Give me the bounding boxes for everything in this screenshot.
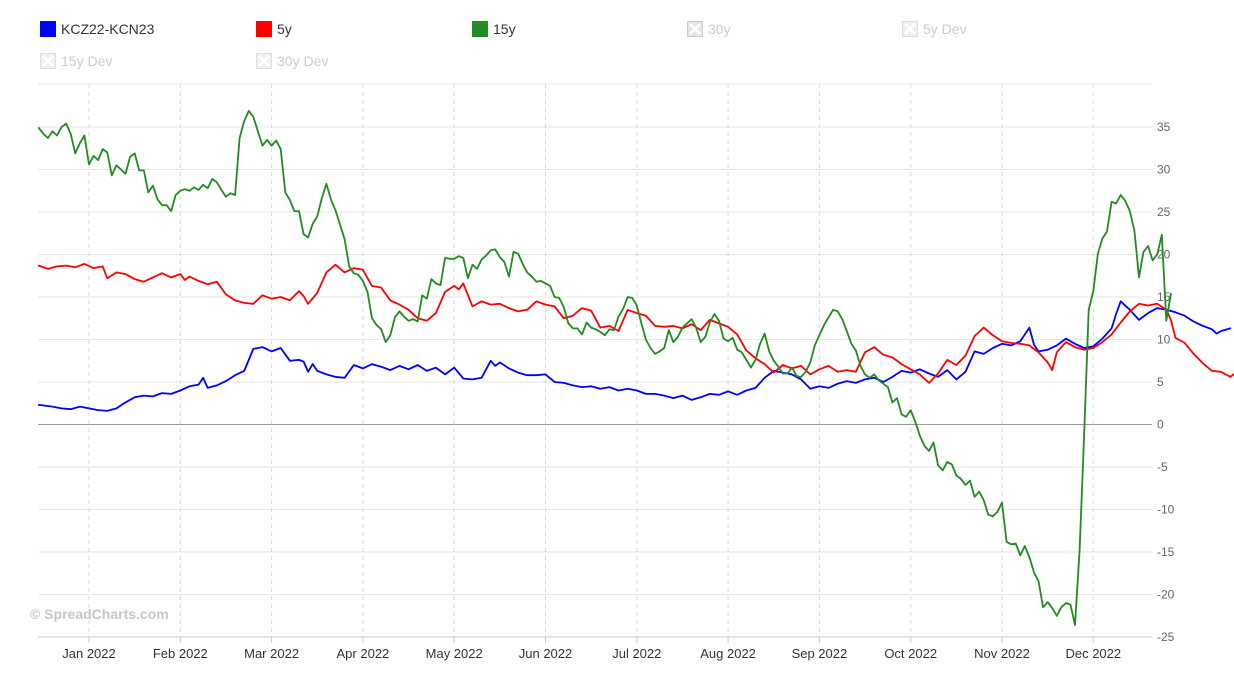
y-tick-label: 25 xyxy=(1157,205,1171,219)
y-tick-label: 15 xyxy=(1157,290,1171,304)
legend-label: KCZ22-KCN23 xyxy=(61,21,155,37)
y-tick-label: 10 xyxy=(1157,333,1171,347)
y-tick-label: 35 xyxy=(1157,120,1171,134)
legend-label: 5y Dev xyxy=(923,21,967,37)
x-tick-label: Nov 2022 xyxy=(974,646,1030,661)
x-tick-label: Jul 2022 xyxy=(612,646,661,661)
legend-swatch-red xyxy=(256,21,272,37)
legend-label: 30y xyxy=(708,21,731,37)
legend-item-30y-dev[interactable]: 30y Dev xyxy=(256,53,328,69)
x-tick-label: Aug 2022 xyxy=(700,646,756,661)
legend-item-5y[interactable]: 5y xyxy=(256,21,292,37)
x-tick-label: Feb 2022 xyxy=(153,646,208,661)
disabled-x-icon xyxy=(40,53,56,69)
series-line-15y xyxy=(37,110,1172,626)
x-tick-label: Apr 2022 xyxy=(337,646,390,661)
x-tick-label: May 2022 xyxy=(426,646,483,661)
legend-item-5y-dev[interactable]: 5y Dev xyxy=(902,21,967,37)
legend-label: 15y xyxy=(493,21,516,37)
x-tick-label: Jun 2022 xyxy=(519,646,573,661)
y-tick-label: -5 xyxy=(1157,460,1168,474)
legend-item-30y[interactable]: 30y xyxy=(687,21,731,37)
legend-item-15y[interactable]: 15y xyxy=(472,21,516,37)
disabled-x-icon xyxy=(902,21,918,37)
y-tick-label: 30 xyxy=(1157,163,1171,177)
legend: KCZ22-KCN23 5y 15y 30y 5y Dev 15y Dev 30… xyxy=(0,0,1234,80)
x-tick-label: Oct 2022 xyxy=(884,646,937,661)
disabled-x-icon xyxy=(256,53,272,69)
y-tick-label: -25 xyxy=(1157,630,1175,644)
x-tick-label: Jan 2022 xyxy=(62,646,116,661)
watermark: © SpreadCharts.com xyxy=(30,606,169,622)
y-tick-label: -20 xyxy=(1157,588,1175,602)
legend-item-kcz22-kcn23[interactable]: KCZ22-KCN23 xyxy=(40,21,154,37)
disabled-x-icon xyxy=(687,21,703,37)
legend-label: 5y xyxy=(277,21,292,37)
legend-item-15y-dev[interactable]: 15y Dev xyxy=(40,53,112,69)
legend-label: 30y Dev xyxy=(277,53,329,69)
y-tick-label: -15 xyxy=(1157,545,1175,559)
series-line-kcz22-kcn23 xyxy=(37,300,1232,412)
x-tick-label: Dec 2022 xyxy=(1065,646,1121,661)
y-tick-label: -10 xyxy=(1157,503,1175,517)
x-tick-label: Sep 2022 xyxy=(792,646,848,661)
x-tick-label: Mar 2022 xyxy=(244,646,299,661)
y-tick-label: 5 xyxy=(1157,375,1164,389)
legend-swatch-green xyxy=(472,21,488,37)
series-line-5y xyxy=(37,263,1234,384)
y-tick-label: 0 xyxy=(1157,418,1164,432)
legend-swatch-blue xyxy=(40,21,56,37)
y-tick-label: 20 xyxy=(1157,248,1171,262)
legend-label: 15y Dev xyxy=(61,53,113,69)
